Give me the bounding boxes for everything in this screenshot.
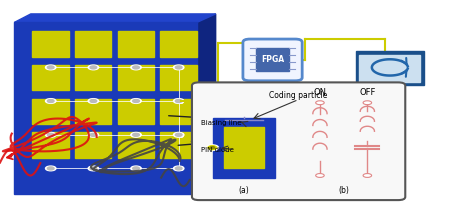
Circle shape — [47, 100, 54, 103]
Circle shape — [175, 66, 182, 69]
Text: Biasing line: Biasing line — [201, 120, 242, 126]
Bar — [160, 132, 197, 158]
Bar — [118, 31, 154, 57]
Text: (b): (b) — [338, 186, 349, 195]
Bar — [255, 48, 289, 71]
Bar — [75, 99, 111, 124]
Circle shape — [133, 100, 139, 103]
Circle shape — [173, 99, 184, 103]
Circle shape — [173, 166, 184, 171]
Bar — [224, 127, 264, 168]
Bar — [32, 65, 69, 90]
Circle shape — [47, 133, 54, 136]
Circle shape — [131, 99, 141, 103]
Polygon shape — [14, 14, 216, 22]
Bar — [160, 65, 197, 90]
Circle shape — [88, 65, 99, 70]
Text: ON: ON — [313, 88, 327, 97]
Bar — [160, 99, 197, 124]
Circle shape — [46, 132, 56, 137]
Circle shape — [133, 167, 139, 170]
Circle shape — [208, 146, 217, 150]
Circle shape — [131, 132, 141, 137]
Circle shape — [316, 101, 324, 105]
Bar — [359, 55, 420, 82]
Circle shape — [131, 166, 141, 171]
Circle shape — [133, 133, 139, 136]
Bar — [376, 91, 403, 94]
Circle shape — [316, 174, 324, 177]
Circle shape — [47, 167, 54, 170]
Circle shape — [173, 65, 184, 70]
Bar — [213, 118, 275, 178]
Text: FPGA: FPGA — [261, 55, 284, 64]
Circle shape — [175, 100, 182, 103]
Bar — [75, 65, 111, 90]
Circle shape — [133, 66, 139, 69]
Circle shape — [46, 99, 56, 103]
Circle shape — [90, 133, 97, 136]
Bar — [75, 132, 111, 158]
Circle shape — [90, 167, 97, 170]
Text: Coding particle: Coding particle — [269, 91, 328, 100]
Circle shape — [90, 100, 97, 103]
Bar — [160, 31, 197, 57]
Circle shape — [206, 145, 219, 150]
Circle shape — [210, 147, 215, 149]
Bar — [14, 22, 197, 194]
Circle shape — [46, 166, 56, 171]
Circle shape — [88, 132, 99, 137]
Polygon shape — [197, 14, 216, 194]
Circle shape — [363, 101, 372, 105]
Bar — [32, 99, 69, 124]
Circle shape — [363, 174, 372, 177]
Bar — [118, 132, 154, 158]
Bar — [32, 132, 69, 158]
Bar — [385, 83, 394, 93]
Text: (a): (a) — [239, 186, 249, 195]
Bar — [32, 31, 69, 57]
Circle shape — [175, 133, 182, 136]
Bar — [356, 51, 424, 85]
Circle shape — [88, 166, 99, 171]
Circle shape — [46, 65, 56, 70]
Circle shape — [90, 66, 97, 69]
Bar — [118, 99, 154, 124]
Circle shape — [173, 132, 184, 137]
FancyBboxPatch shape — [192, 82, 405, 200]
FancyBboxPatch shape — [243, 39, 302, 81]
Text: OFF: OFF — [359, 88, 375, 97]
Text: PIN diode: PIN diode — [201, 147, 234, 153]
Circle shape — [88, 99, 99, 103]
Bar — [75, 31, 111, 57]
Bar — [118, 65, 154, 90]
Circle shape — [47, 66, 54, 69]
Circle shape — [175, 167, 182, 170]
Circle shape — [131, 65, 141, 70]
